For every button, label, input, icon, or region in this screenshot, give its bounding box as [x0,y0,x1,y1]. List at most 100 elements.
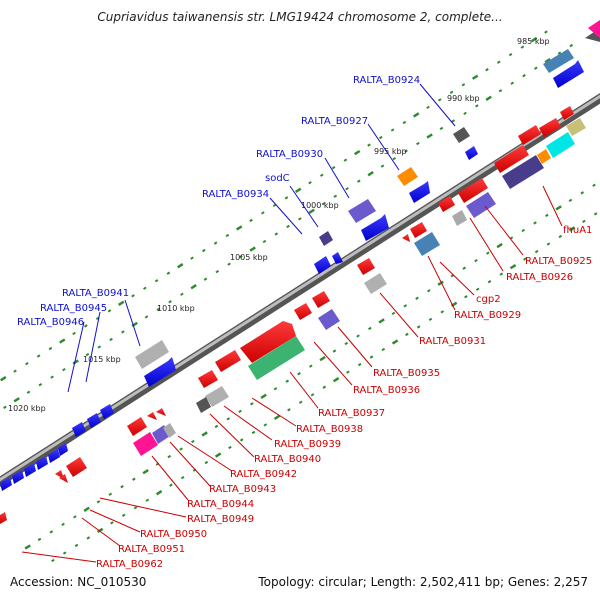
gene-label[interactable]: RALTA_B0934 [202,189,269,200]
gene-feature[interactable] [248,336,305,380]
gene-feature[interactable] [196,397,211,413]
gene-feature[interactable] [127,417,147,436]
gene-feature[interactable] [357,258,375,275]
gene-feature[interactable] [144,357,176,387]
gene-feature[interactable] [361,214,389,241]
gene-feature[interactable] [312,291,330,308]
gene-label[interactable]: RALTA_B0935 [373,368,440,379]
gene-feature[interactable] [205,386,229,407]
gene-feature[interactable] [402,234,410,242]
gene-feature[interactable] [409,181,430,203]
gene-label[interactable]: RALTA_B0941 [62,288,129,299]
tick-mark [26,390,31,394]
tick-mark [426,133,433,139]
gene-feature[interactable] [438,196,455,212]
gene-feature[interactable] [332,252,343,264]
gene-label[interactable]: RALTA_B0936 [353,385,420,396]
gene-label[interactable]: RALTA_B0943 [209,484,276,495]
gene-label[interactable]: RALTA_B0926 [506,272,573,283]
gene-feature[interactable] [100,404,114,419]
reverse-gene-labels: fhuA1 RALTA_B0925 RALTA_B0926 cgp2 RALTA… [96,225,592,570]
gene-feature[interactable] [502,155,544,189]
gene-feature[interactable] [294,303,312,320]
gene-feature[interactable] [546,132,575,158]
gene-feature[interactable] [318,309,340,330]
gene-feature[interactable] [48,449,60,463]
tick-mark [508,52,513,57]
gene-feature[interactable] [553,60,584,88]
gene-label[interactable]: sodC [265,173,290,184]
gene-feature[interactable] [133,432,158,456]
gene-label[interactable]: RALTA_B0937 [318,408,385,419]
tick-mark [59,338,66,344]
gene-feature[interactable] [588,20,600,38]
gene-feature[interactable] [452,210,467,226]
gene-feature[interactable] [348,199,376,223]
gene-feature[interactable] [36,456,48,470]
gene-feature[interactable] [156,408,166,416]
gene-feature[interactable] [414,232,440,256]
gene-feature[interactable] [397,167,418,186]
gene-feature[interactable] [494,145,529,173]
gene-label[interactable]: RALTA_B0939 [274,439,341,450]
gene-label[interactable]: cgp2 [476,294,501,305]
tick-mark [380,164,385,168]
tick-mark [168,300,172,304]
gene-label[interactable]: fhuA1 [563,225,592,236]
gene-feature[interactable] [72,422,86,437]
gene-feature[interactable] [364,273,387,294]
tick-mark [238,409,242,413]
gene-feature[interactable] [543,49,574,73]
tick-mark [345,187,349,191]
gene-feature[interactable] [0,512,7,524]
gene-label[interactable]: RALTA_B0942 [230,469,297,480]
gene-feature[interactable] [59,474,68,483]
tick-mark [320,173,324,177]
gene-label[interactable]: RALTA_B0930 [256,149,323,160]
gene-feature[interactable] [240,321,296,363]
gene-feature[interactable] [147,412,157,420]
gene-feature[interactable] [163,423,176,438]
gene-feature[interactable] [410,222,427,238]
gene-feature[interactable] [319,231,333,246]
gene-label[interactable]: RALTA_B0925 [525,256,592,267]
gene-feature[interactable] [198,370,218,388]
gene-label[interactable]: RALTA_B0962 [96,559,163,570]
gene-feature[interactable] [518,125,541,145]
gene-label[interactable]: RALTA_B0951 [118,544,185,555]
gene-label[interactable]: RALTA_B0924 [353,75,420,86]
gene-feature[interactable] [58,443,68,456]
gene-label[interactable]: RALTA_B0927 [301,116,368,127]
gene-feature[interactable] [453,127,470,143]
tick-mark [426,105,430,110]
tick-mark [25,361,29,366]
gene-feature[interactable] [12,470,24,484]
gene-feature[interactable] [135,340,169,369]
gene-label[interactable]: RALTA_B0938 [296,424,363,435]
gene-feature[interactable] [66,457,87,477]
tick-mark [475,287,480,291]
gene-feature[interactable] [560,106,574,120]
gene-feature[interactable] [537,149,551,164]
gene-feature[interactable] [539,118,561,137]
gene-label[interactable]: RALTA_B0945 [40,303,107,314]
gene-feature[interactable] [566,118,586,136]
gene-label[interactable]: RALTA_B0944 [187,499,254,510]
gene-label[interactable]: RALTA_B0946 [17,317,84,328]
gene-label[interactable]: RALTA_B0949 [187,514,254,525]
gene-feature[interactable] [465,146,478,160]
gene-label[interactable]: RALTA_B0931 [419,336,486,347]
gene-feature[interactable] [24,463,36,477]
gene-label[interactable]: RALTA_B0929 [454,310,521,321]
tick-mark [166,271,171,275]
gene-feature[interactable] [314,256,331,274]
gene-feature[interactable] [87,413,101,428]
gene-label[interactable]: RALTA_B0940 [254,454,321,465]
gene-feature[interactable] [458,178,488,203]
tick-mark [110,521,114,525]
gene-feature[interactable] [0,477,12,491]
tick-mark [239,254,243,259]
gene-feature[interactable] [215,350,241,372]
gene-feature[interactable] [466,192,496,218]
gene-label[interactable]: RALTA_B0950 [140,529,207,540]
